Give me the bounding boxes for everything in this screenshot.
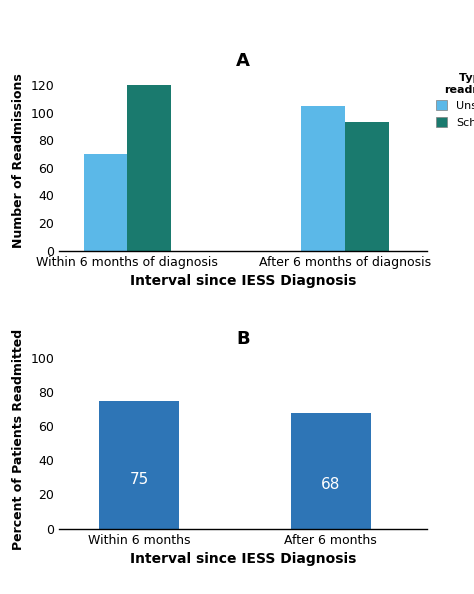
Bar: [84, 154, 128, 251]
Title: A: A: [236, 52, 250, 69]
Bar: [291, 412, 371, 529]
X-axis label: Interval since IESS Diagnosis: Interval since IESS Diagnosis: [130, 274, 356, 288]
Bar: [128, 85, 171, 251]
Y-axis label: Percent of Patients Readmitted: Percent of Patients Readmitted: [12, 328, 25, 549]
Bar: [301, 106, 345, 251]
Text: 75: 75: [129, 472, 149, 488]
Legend: Unscheduled, Scheduled: Unscheduled, Scheduled: [436, 73, 474, 128]
Bar: [345, 122, 389, 251]
Bar: [99, 400, 179, 529]
Title: B: B: [236, 330, 250, 347]
Y-axis label: Number of Readmissions: Number of Readmissions: [12, 74, 25, 248]
Text: 68: 68: [321, 477, 340, 492]
X-axis label: Interval since IESS Diagnosis: Interval since IESS Diagnosis: [130, 552, 356, 566]
